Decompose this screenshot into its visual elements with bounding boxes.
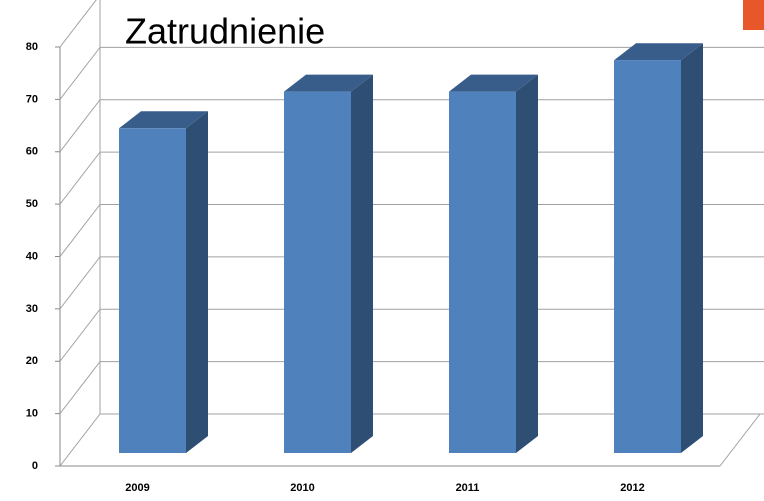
- y-tick-label: 10: [26, 408, 38, 420]
- bar: [284, 74, 373, 454]
- bar-top: [284, 74, 373, 92]
- y-tick-label: 50: [26, 198, 38, 210]
- bar-top: [614, 43, 703, 61]
- bar: [119, 111, 208, 454]
- grid-line: [59, 308, 101, 362]
- decoration: [743, 0, 764, 30]
- y-tick-label: 70: [26, 93, 38, 105]
- grid-line: [59, 204, 101, 257]
- grid-line: [59, 99, 101, 153]
- bar-front: [449, 91, 516, 454]
- x-tick-label: 2012: [620, 482, 644, 494]
- bar: [614, 43, 703, 453]
- bar-top: [119, 111, 208, 129]
- bar-top: [449, 74, 538, 92]
- grid-line: [59, 151, 101, 205]
- bar: [449, 74, 538, 454]
- bar-front: [614, 60, 681, 453]
- bar-side: [681, 43, 703, 453]
- grid-line: [59, 361, 101, 414]
- y-tick-label: 30: [26, 303, 38, 315]
- y-tick-label: 0: [32, 460, 38, 472]
- bar-side: [516, 74, 538, 454]
- bar-side: [351, 74, 373, 454]
- grid-line: [59, 47, 101, 100]
- x-tick-label: 2010: [290, 482, 314, 494]
- y-tick-label: 40: [26, 250, 38, 262]
- bar-front: [119, 128, 186, 453]
- y-tick-label: 20: [26, 355, 38, 367]
- x-tick-label: 2011: [456, 482, 480, 494]
- y-tick-label: 60: [26, 146, 38, 158]
- grid-line: [59, 0, 97, 48]
- x-tick-label: 2009: [125, 482, 149, 494]
- chart-title: Zatrudnienie: [125, 11, 325, 52]
- grid-line: [59, 413, 101, 467]
- y-tick-label: 80: [26, 41, 38, 53]
- bar-front: [284, 91, 351, 454]
- bar-side: [186, 111, 208, 454]
- grid-line: [59, 256, 101, 310]
- axis-line: [719, 413, 761, 467]
